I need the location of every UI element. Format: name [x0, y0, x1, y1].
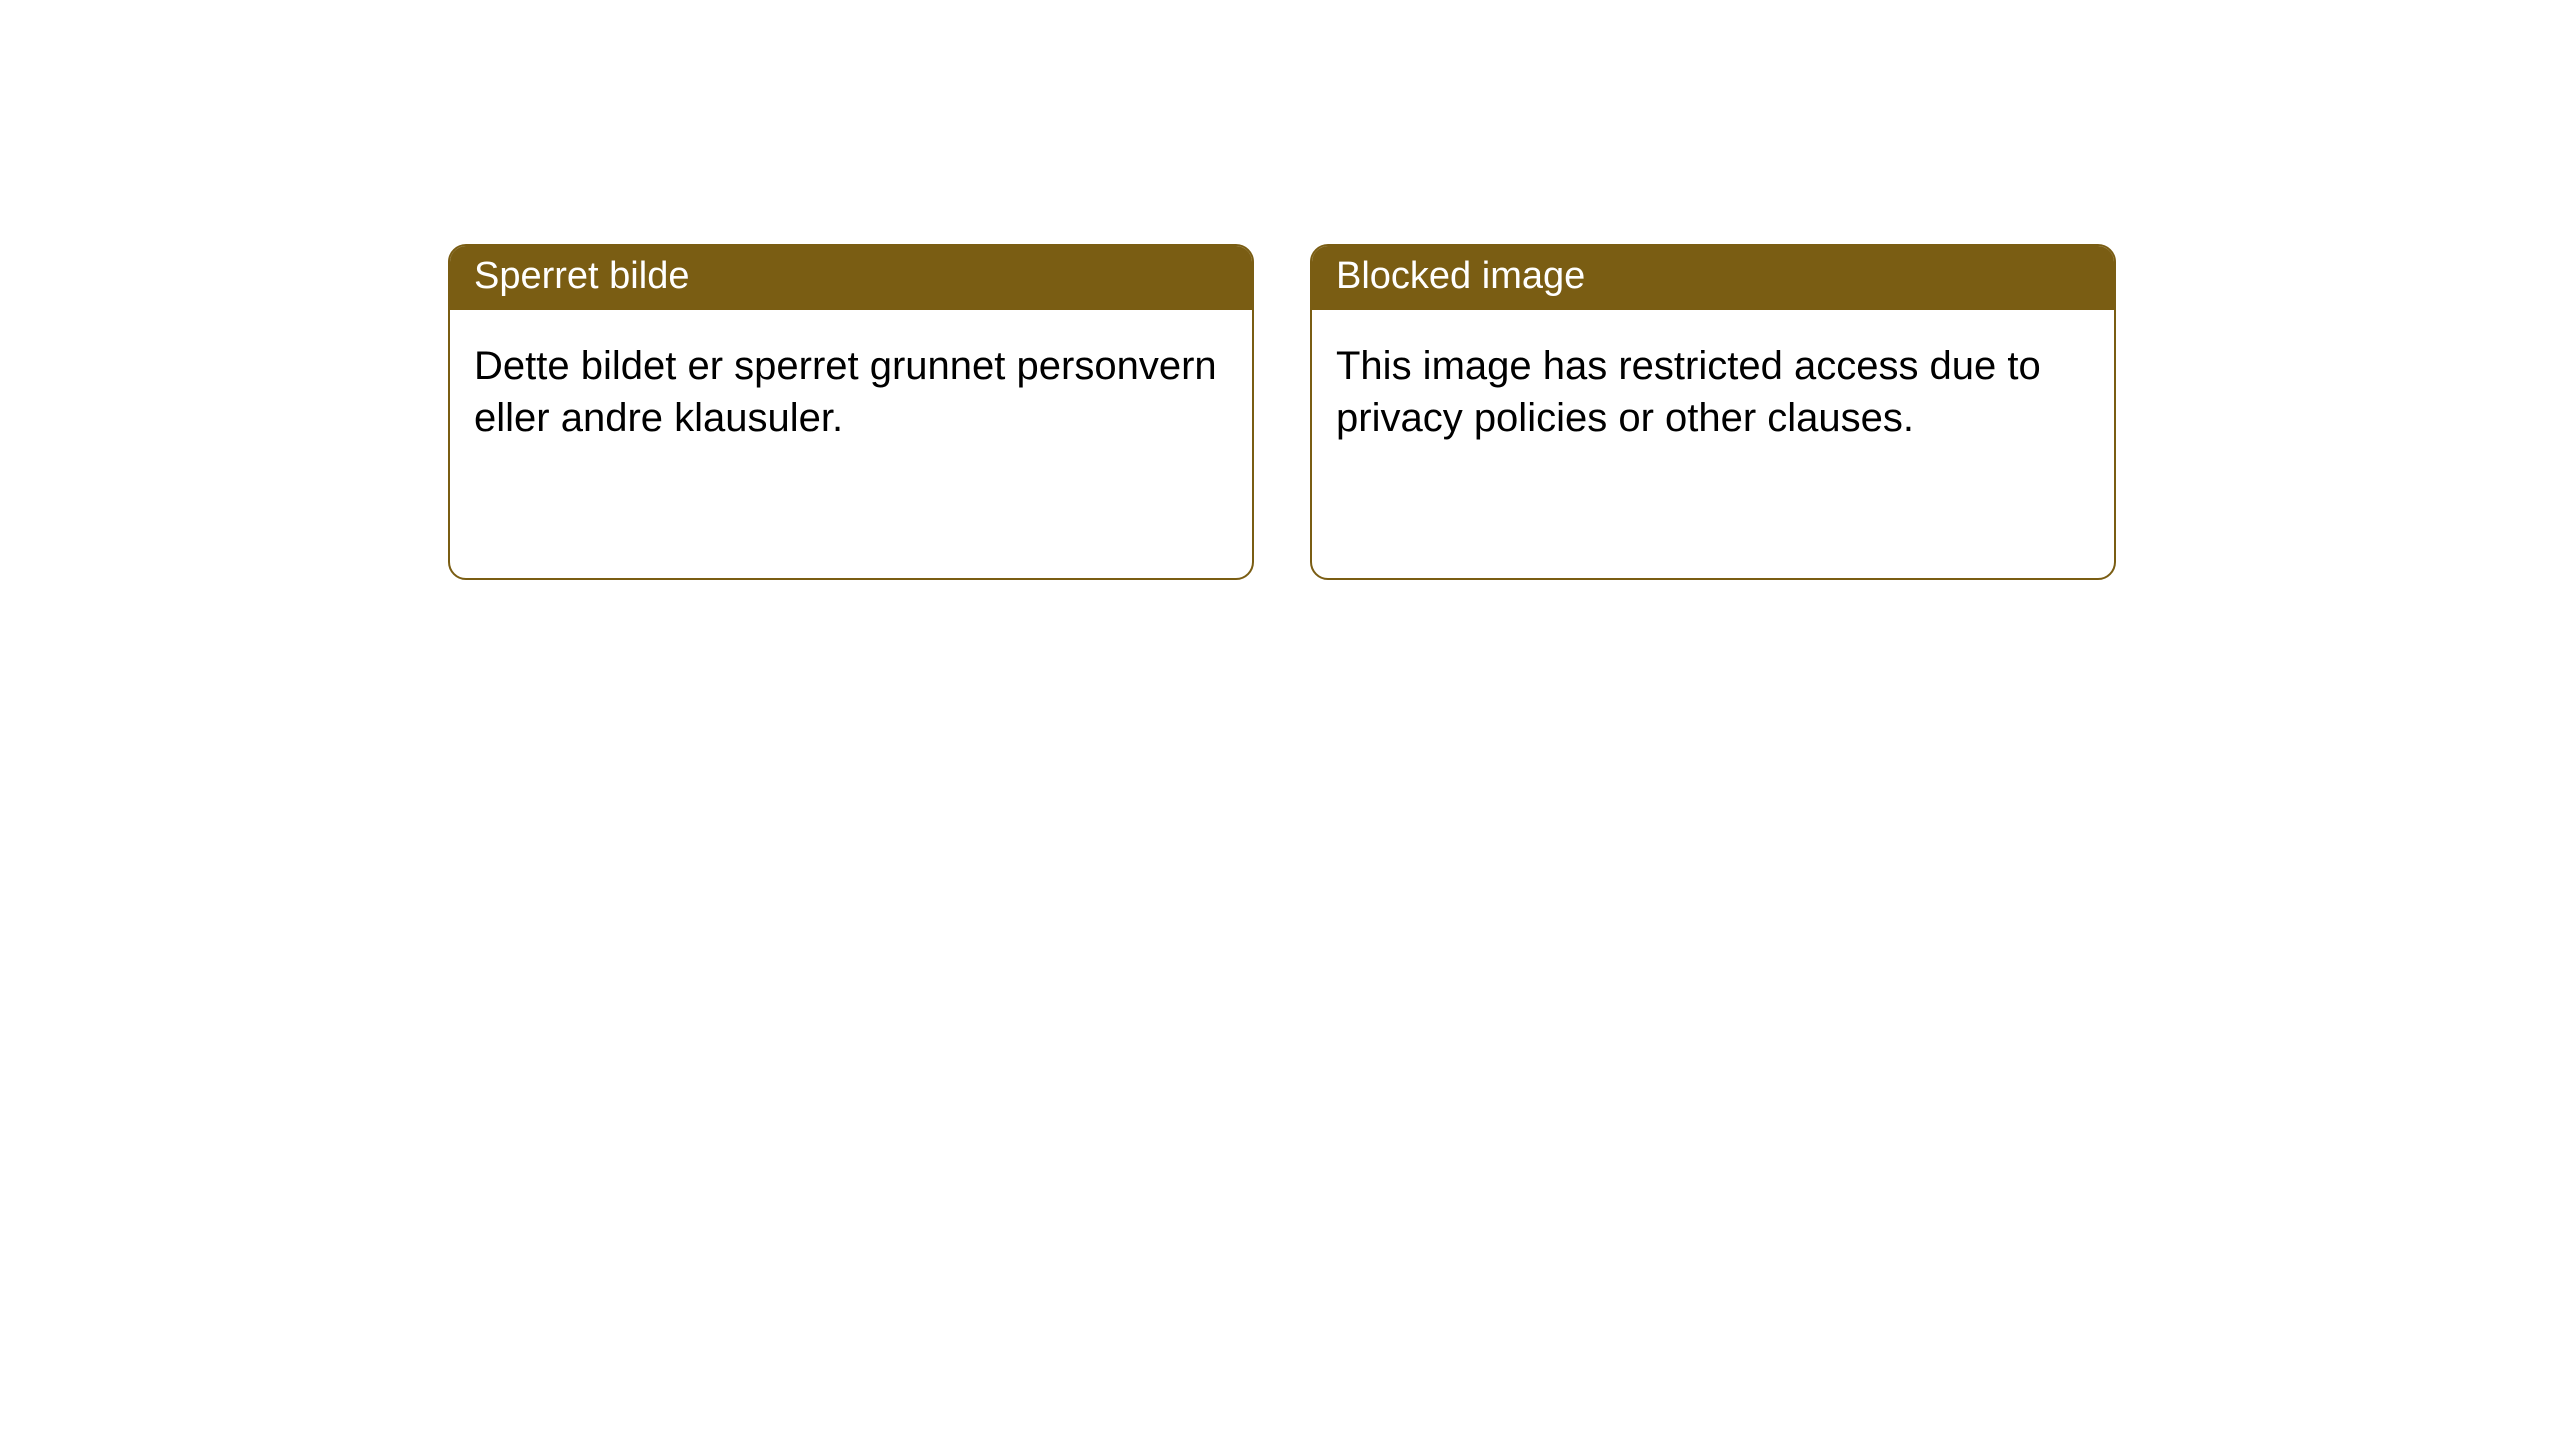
blocked-image-card-en: Blocked image This image has restricted … — [1310, 244, 2116, 580]
blocked-image-card-no: Sperret bilde Dette bildet er sperret gr… — [448, 244, 1254, 580]
card-body: Dette bildet er sperret grunnet personve… — [450, 310, 1252, 474]
card-body: This image has restricted access due to … — [1312, 310, 2114, 474]
card-title: Sperret bilde — [450, 246, 1252, 310]
card-container: Sperret bilde Dette bildet er sperret gr… — [0, 0, 2560, 580]
card-title: Blocked image — [1312, 246, 2114, 310]
